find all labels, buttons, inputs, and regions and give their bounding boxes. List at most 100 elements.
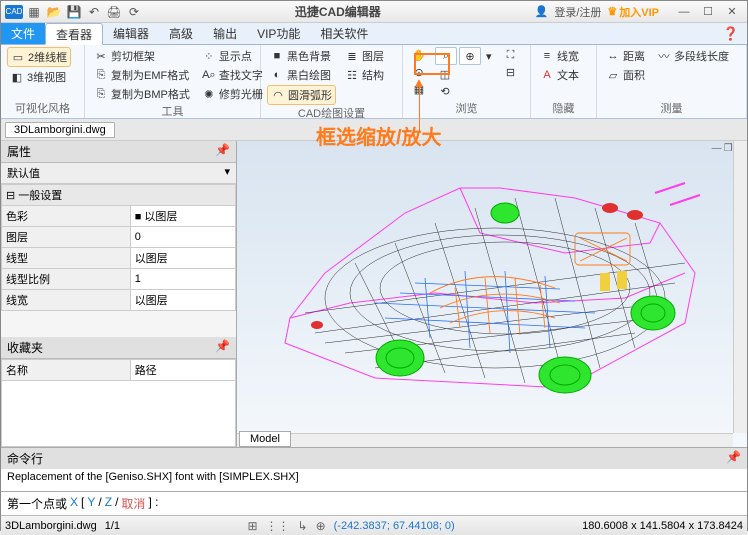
viewport[interactable]: — ❐ ✕ [237,141,747,447]
prop-val[interactable]: 以图层 [130,290,235,311]
rotate-icon: ⟲ [438,84,452,98]
tab-editor[interactable]: 编辑器 [103,23,159,44]
section-header[interactable]: ⊟ 一般设置 [2,185,236,206]
group-label: 浏览 [409,100,524,116]
undo-icon[interactable]: ↶ [87,5,101,19]
tab-viewer[interactable]: 查看器 [45,23,103,45]
help-button[interactable]: ❓ [715,23,747,44]
copy-bmp-button[interactable]: ⎘复制为BMP格式 [91,85,193,103]
prop-val[interactable]: 1 [130,269,235,290]
prop-key: 图层 [2,227,131,248]
model-rendering [255,153,725,413]
layers-icon: ≣ [345,49,359,63]
status-dims: 180.6008 x 141.5804 x 173.8424 [582,520,743,532]
tab-output[interactable]: 输出 [203,23,247,44]
cube-icon: ◫ [438,67,452,81]
prop-val[interactable]: 以图层 [130,248,235,269]
print-icon[interactable]: 🖨 [107,5,121,19]
bw-draw-button[interactable]: ◐黑白绘图 [267,66,336,84]
tab-vip[interactable]: VIP功能 [247,23,310,44]
layers-button[interactable]: ≣图层 [342,47,387,65]
close-button[interactable]: ✕ [721,4,743,20]
command-line-panel: 命令行📌 Replacement of the [Geniso.SHX] fon… [1,447,747,491]
vertical-scrollbar[interactable] [733,141,747,433]
zoom-menu[interactable]: ▾ [483,47,495,65]
group-label: 工具 [91,103,254,119]
document-tab-bar: 3DLamborgini.dwg [1,119,747,141]
zoom-in-icon: ⊕ [463,49,477,63]
properties-table: ⊟ 一般设置 色彩■ 以图层 图层0 线型以图层 线型比例1 线宽以图层 [1,184,236,311]
minimize-button[interactable]: — [673,4,695,20]
distance-button[interactable]: ↔距离 [603,47,648,65]
3d-view-button[interactable]: ◧3维视图 [7,68,71,86]
points-icon: ⁘ [202,49,216,63]
document-tab[interactable]: 3DLamborgini.dwg [5,122,115,138]
open-icon[interactable]: 📂 [47,5,61,19]
command-prompt[interactable]: 第一个点或 X [ Y / Z / 取消 ] : [1,491,747,515]
lineweight-button[interactable]: ≡线宽 [537,47,582,65]
prop-key: 线型 [2,248,131,269]
trim-raster-button[interactable]: ✺修剪光栅 [199,85,266,103]
tab-file[interactable]: 文件 [1,23,45,44]
zoom-in-button[interactable]: ⊕ [459,47,481,65]
refresh-icon[interactable]: ⟳ [127,5,141,19]
structure-button[interactable]: ☷结构 [342,66,387,84]
browse-btn7[interactable]: ⊟ [501,64,521,80]
prompt-cancel[interactable]: 取消 [121,495,145,512]
group-label: 可视化风格 [7,100,78,116]
tab-related[interactable]: 相关软件 [310,23,378,44]
cut-frame-button[interactable]: ✂剪切框架 [91,47,193,65]
app-title: 迅捷CAD编辑器 [141,3,535,20]
grid-icon[interactable]: ⋮⋮ [266,519,290,533]
pin-icon[interactable]: 📌 [726,450,741,467]
snap-icon[interactable]: ⊞ [247,519,257,533]
dropdown-icon[interactable]: ▾ [224,165,230,181]
copy-emf-button[interactable]: ⎘复制为EMF格式 [91,66,193,84]
save-icon[interactable]: 💾 [67,5,81,19]
maximize-button[interactable]: ☐ [697,4,719,20]
black-bg-button[interactable]: ■黑色背景 [267,47,336,65]
2d-wireframe-button[interactable]: ▭2维线框 [7,47,71,67]
text-button[interactable]: A文本 [537,66,582,84]
view3d-icon: ◧ [10,70,24,84]
pin-icon[interactable]: 📌 [215,143,230,160]
prop-key: 线型比例 [2,269,131,290]
pin-icon[interactable]: 📌 [215,339,230,356]
crown-icon: ♛ [607,5,617,18]
polyline-length-button[interactable]: 〰多段线长度 [654,47,732,65]
prop-val[interactable]: 0 [130,227,235,248]
zoom-box-button[interactable]: ⌕ [435,47,457,65]
prompt-y[interactable]: Y [87,495,95,512]
find-text-button[interactable]: A⌕查找文字 [199,66,266,84]
browse-btn4[interactable]: ◫ [435,66,495,82]
user-icon: 👤 [535,5,549,18]
browse-btn2[interactable]: ⊙ [409,64,429,80]
properties-title: 属性📌 [1,141,236,163]
prompt-x[interactable]: X [70,495,78,512]
osnap-icon[interactable]: ⊕ [316,519,326,533]
default-row[interactable]: 默认值▾ [1,163,236,184]
login-link[interactable]: 登录/注册 [554,4,601,20]
horizontal-scrollbar[interactable] [237,433,733,447]
prompt-z[interactable]: Z [105,495,112,512]
structure-icon: ☷ [345,68,359,82]
distance-icon: ↔ [606,49,620,63]
browse-btn5[interactable]: ⟲ [435,83,495,99]
arc-icon: ◠ [271,88,285,102]
vip-link[interactable]: ♛加入VIP [607,4,659,20]
show-points-button[interactable]: ⁘显示点 [199,47,266,65]
new-icon[interactable]: ▦ [27,5,41,19]
ortho-icon[interactable]: ↳ [298,519,308,533]
model-tab[interactable]: Model [239,431,291,447]
polyline-icon: 〰 [657,49,671,63]
annotation-line [419,85,420,133]
tab-advanced[interactable]: 高级 [159,23,203,44]
browse-btn1[interactable]: ✋ [409,47,429,63]
area-button[interactable]: ▱面积 [603,66,648,84]
prop-val[interactable]: ■ 以图层 [130,206,235,227]
shrink-icon: ⊟ [504,65,518,79]
browse-btn6[interactable]: ⛶ [501,47,521,63]
cut-icon: ✂ [94,49,108,63]
target-icon: ⊙ [412,65,426,79]
smooth-arc-button[interactable]: ◠圆滑弧形 [267,85,336,105]
